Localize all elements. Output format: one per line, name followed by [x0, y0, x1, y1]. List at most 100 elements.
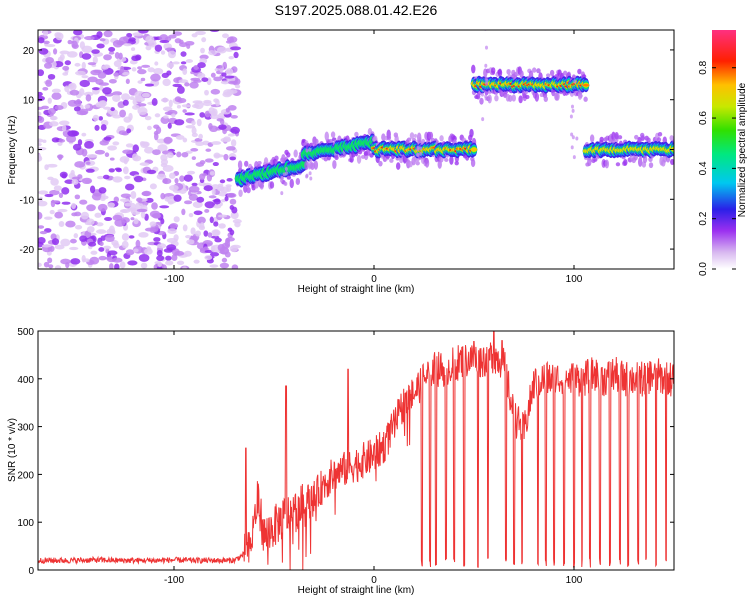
- spectrogram-cell: [228, 80, 238, 85]
- spectrogram-cell: [112, 94, 121, 102]
- spectrogram-cell: [193, 79, 202, 83]
- spectrogram-cell: [334, 155, 339, 161]
- spectrogram-cell: [186, 239, 195, 245]
- spectrogram-cell: [182, 137, 188, 143]
- spectrogram-cell: [96, 31, 103, 39]
- spectrogram-cell: [162, 106, 173, 112]
- spectrogram-cell: [70, 169, 75, 176]
- spectrogram-cell: [227, 227, 233, 232]
- spectrogram-cell: [444, 158, 449, 162]
- spectrogram-cell: [623, 158, 628, 166]
- spectrogram-cell: [490, 67, 496, 74]
- spectrogram-cell: [73, 106, 81, 112]
- spectrogram-cell: [133, 175, 144, 183]
- spectrogram-cell: [314, 138, 319, 145]
- spectrogram-cell: [54, 211, 64, 219]
- spectrogram-cell: [49, 115, 58, 121]
- spectrogram-cell: [154, 61, 159, 66]
- spectrogram-cell: [99, 241, 104, 247]
- spectrogram-cell: [191, 182, 198, 187]
- spectrogram-cell: [151, 98, 158, 106]
- spectrogram-cell: [42, 86, 49, 91]
- spectrogram-cell: [200, 47, 205, 54]
- spectrogram-cell: [186, 43, 191, 49]
- spectrogram-cell: [185, 235, 191, 239]
- spectrogram-cell: [479, 97, 484, 105]
- spectrogram-cell: [58, 220, 65, 227]
- colorbar-tick-label: 0.2: [698, 211, 709, 225]
- spectrogram-cell: [169, 223, 179, 229]
- spectrogram-cell: [64, 60, 71, 66]
- snr-plot-area: [38, 331, 674, 570]
- spectrogram-cell: [51, 88, 61, 93]
- spectrogram-cell: [108, 168, 115, 173]
- spectrogram-cell: [59, 171, 68, 178]
- spectrogram-cell: [182, 266, 188, 269]
- spectrogram-cell: [81, 132, 87, 137]
- spectrogram-cell: [83, 91, 94, 97]
- spectrogram-cell: [119, 156, 130, 163]
- spectrogram-cell: [141, 191, 151, 197]
- spectrogram-cell: [216, 65, 223, 69]
- y-tick-label: -10: [20, 195, 35, 206]
- spectrogram-cell: [439, 156, 444, 163]
- spectrogram-cell: [223, 136, 231, 142]
- spectrogram-cell: [511, 94, 516, 102]
- spectrogram-cell: [120, 217, 130, 224]
- spectrogram-cell: [184, 200, 193, 205]
- spectrogram-cell: [284, 181, 288, 186]
- spectrogram-cell: [167, 200, 174, 205]
- spectrogram-cell: [94, 149, 106, 155]
- spectrogram-cell: [180, 61, 187, 65]
- spectrogram-cell: [229, 204, 235, 210]
- spectrogram-cell: [140, 262, 148, 269]
- spectrogram-cell: [100, 124, 107, 131]
- spectrogram-cell: [152, 149, 161, 156]
- spectrogram-cell: [177, 97, 187, 104]
- spectrogram-cell: [131, 67, 137, 72]
- spectrogram-cell: [65, 220, 76, 228]
- spectrogram-cell: [178, 79, 189, 84]
- spectrogram-cell: [424, 159, 430, 168]
- spectrogram-cell: [122, 99, 129, 106]
- spectrogram-cell: [138, 253, 150, 262]
- spectrogram-cell: [534, 92, 540, 102]
- spectrogram-cell: [67, 99, 78, 107]
- spectrogram-cell: [184, 82, 190, 87]
- spectrogram-cell: [611, 139, 616, 144]
- spectrogram-cell: [103, 106, 112, 110]
- spectrogram-cell: [419, 146, 423, 151]
- spectrogram-cell: [224, 75, 235, 79]
- spectrogram-cell: [562, 70, 568, 76]
- spectrogram-cell: [149, 221, 157, 227]
- spectrogram-cell: [41, 244, 52, 248]
- spectrogram-cell: [191, 33, 198, 38]
- spectrogram-cell: [211, 187, 216, 196]
- spectrogram-cell: [216, 46, 227, 54]
- spectrogram-cell: [46, 163, 58, 168]
- spectrogram-cell: [439, 135, 444, 142]
- spectrogram-cell: [108, 225, 115, 234]
- spectrogram-cell: [204, 89, 209, 96]
- spectrogram-cell: [225, 68, 234, 75]
- spectrogram-cell: [100, 197, 106, 202]
- spectrogram-cell: [124, 202, 133, 207]
- spectrogram-cell: [38, 211, 43, 220]
- spectrogram-cell: [47, 97, 52, 104]
- spectrogram-cell: [637, 157, 643, 167]
- spectrogram-cell: [102, 174, 110, 180]
- spectrogram-cell: [144, 146, 154, 154]
- spectrogram-cell: [38, 111, 42, 117]
- spectrogram-cell: [86, 204, 96, 212]
- spectrogram-cell: [306, 161, 310, 166]
- x-tick-label: 100: [566, 575, 583, 586]
- spectrogram-cell: [129, 96, 135, 101]
- spectrogram-cell: [418, 137, 422, 142]
- spectrogram-cell: [114, 263, 120, 269]
- spectrogram-cell: [86, 161, 91, 165]
- spectrogram-cell: [354, 131, 359, 138]
- spectrogram-cell: [42, 30, 49, 37]
- spectrogram-cell: [58, 154, 63, 161]
- spectrogram-cell: [210, 245, 216, 252]
- spectrogram-cell: [142, 141, 150, 147]
